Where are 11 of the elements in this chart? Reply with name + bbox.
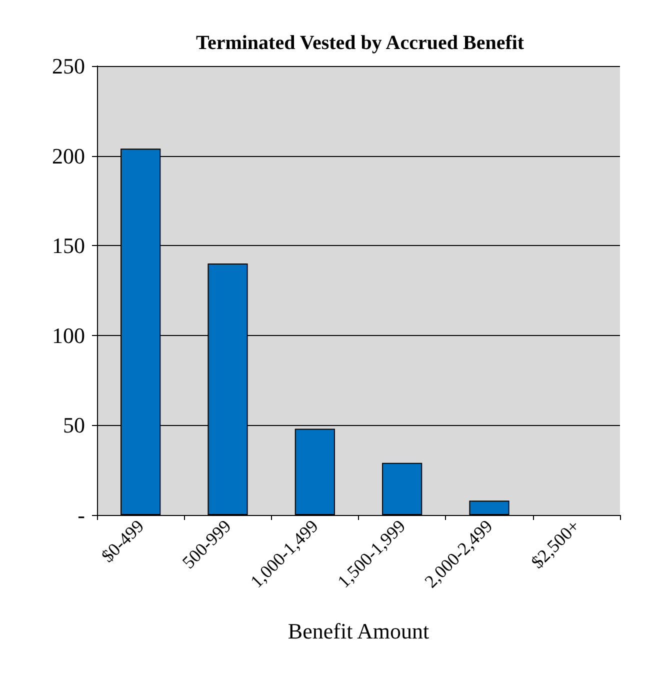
bar bbox=[469, 500, 510, 515]
y-tick-label: 50 bbox=[63, 412, 85, 438]
y-tick-label: 250 bbox=[52, 54, 85, 78]
y-tick-label: 200 bbox=[52, 143, 85, 168]
y-tick-label: - bbox=[78, 502, 85, 528]
bar bbox=[294, 428, 335, 515]
chart-title: Terminated Vested by Accrued Benefit bbox=[196, 32, 524, 54]
y-tick-label: 150 bbox=[52, 233, 85, 258]
x-axis-title: Benefit Amount bbox=[288, 618, 430, 644]
bar bbox=[382, 462, 422, 515]
y-tick-label: 100 bbox=[52, 322, 85, 348]
